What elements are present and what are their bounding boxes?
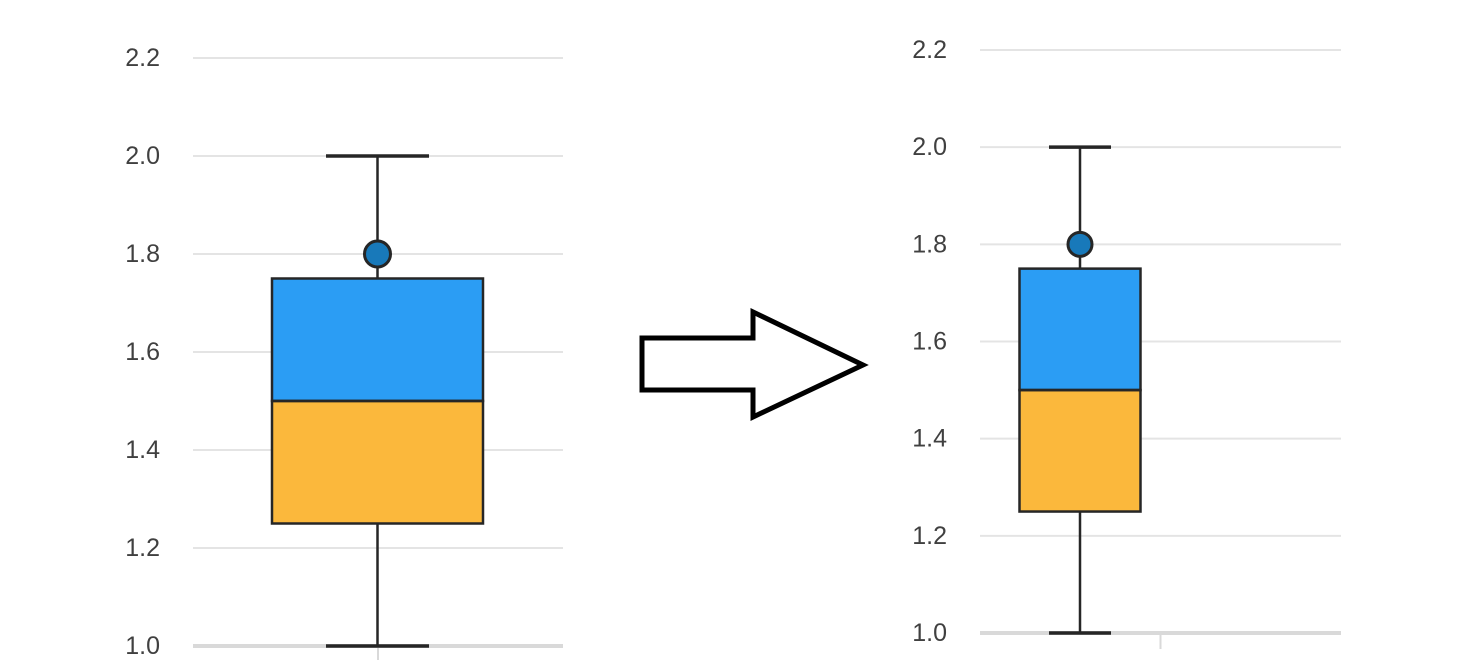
right-arrow-icon [639,308,869,421]
y-tick-label: 1.6 [125,338,160,366]
y-tick-label: 1.0 [912,619,947,647]
box-lower-quartile [270,399,485,525]
y-tick-label: 1.4 [912,425,947,453]
y-tick-label: 1.8 [912,230,947,258]
left-boxplot-chart: 1.0 1.2 1.4 1.6 1.8 2.0 2.2 [125,44,563,660]
y-tick-label: 1.0 [125,632,160,660]
data-point-marker [363,239,392,269]
y-tick-label: 1.6 [912,328,947,356]
y-tick-label: 1.4 [125,436,160,464]
y-tick-label: 2.2 [125,44,160,72]
y-tick-label: 2.2 [912,36,947,64]
box-upper-quartile [1018,267,1142,392]
y-tick-label: 1.2 [125,534,160,562]
box-lower-quartile [1018,388,1142,513]
box-upper-quartile [270,277,485,403]
transform-arrow-group [639,308,869,421]
data-point-marker [1066,230,1094,258]
y-tick-label: 1.2 [912,522,947,550]
y-tick-label: 1.8 [125,240,160,268]
y-tick-label: 2.0 [125,142,160,170]
right-boxplot-chart: 1.0 1.2 1.4 1.6 1.8 2.0 2.2 [912,36,1341,649]
y-tick-label: 2.0 [912,133,947,161]
